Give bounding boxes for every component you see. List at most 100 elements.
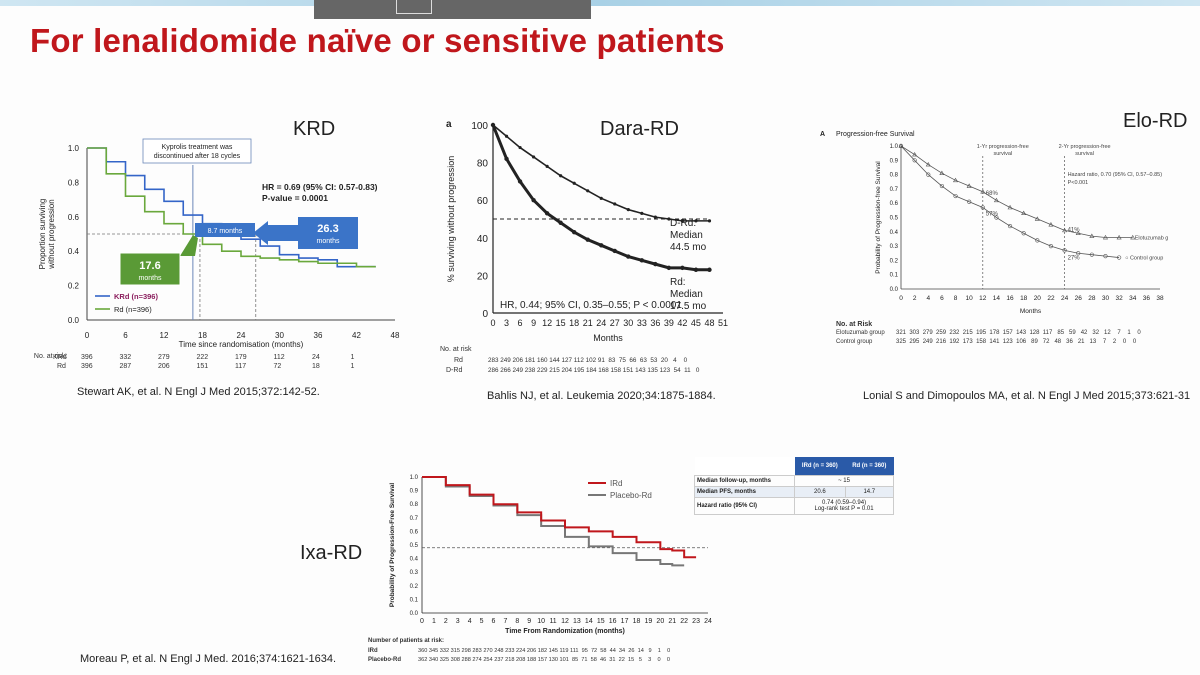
dara-point-rd [639, 258, 645, 263]
krd-y-tick-label: 0.2 [68, 282, 80, 291]
dara-point-drd [707, 219, 712, 223]
elo-x-tick-label: 20 [1034, 295, 1042, 302]
krd-risk-value-krd: 1 [350, 354, 355, 361]
krd-risk-value-krd: 222 [196, 354, 209, 361]
ixa-table-col-rd: Rd (n = 360) [845, 457, 894, 476]
dara-risk-header: No. at risk [440, 346, 472, 353]
dara-point-rd [612, 248, 617, 254]
ixa-x-tick-label: 12 [561, 618, 569, 625]
ixa-y-tick-label: 0.6 [410, 529, 419, 535]
dara-point-rd [544, 211, 550, 216]
elo-citation: Lonial S and Dimopoulos MA, et al. N Eng… [863, 390, 1191, 402]
krd-risk-value-rd: 206 [158, 363, 170, 370]
dara-point-rd [666, 265, 672, 271]
dara-x-tick-label: 18 [569, 318, 579, 328]
elo-point-ctrl [898, 143, 904, 149]
ixa-x-tick-label: 8 [515, 618, 519, 625]
elo-point-ctrl [926, 172, 931, 177]
ixa-x-tick-label: 10 [537, 618, 545, 625]
krd-risk-table: No. at risk: [30, 343, 67, 361]
elo-point-elo [1021, 210, 1027, 216]
dara-x-tick-label: 21 [583, 318, 593, 328]
ixa-table-row-hr-value: 0.74 (0.59–0.94) Log-rank test P = 0.01 [794, 497, 894, 515]
presenter-toolbar[interactable] [314, 0, 591, 19]
ixa-x-tick-label: 4 [468, 618, 472, 625]
krd-median-rd-value: 17.6 [139, 260, 160, 272]
krd-callout-line1: Kyprolis treatment was [162, 144, 233, 151]
elo-y-tick-label: 1.0 [890, 144, 899, 150]
dara-y-tick-label: 80 [477, 159, 489, 170]
ixa-y-tick-label: 0.5 [410, 543, 419, 549]
elo-subtitle: Progression-free Survival [836, 131, 915, 138]
elo-point-elo [966, 183, 972, 188]
ixa-y-tick-label: 0.0 [410, 611, 419, 617]
elo-point-ctrl [1062, 248, 1067, 253]
ixa-citation: Moreau P, et al. N Engl J Med. 2016;374:… [80, 653, 337, 665]
elo-x-tick-label: 26 [1075, 295, 1083, 302]
dara-y-tick-label: 100 [471, 121, 488, 132]
ixa-table-corner [694, 457, 795, 476]
ixa-risk-label-ird: IRd [368, 648, 378, 654]
slide-top-accent [0, 0, 1200, 6]
dara-point-drd [613, 202, 617, 206]
dara-risk-row-drd: 286 266 249 238 229 215 204 195 184 168 … [488, 367, 700, 374]
dara-y-tick-label: 60 [477, 196, 489, 207]
dara-point-drd [694, 219, 698, 223]
dara-point-rd [653, 261, 658, 267]
krd-risk-value-krd: 396 [81, 354, 93, 361]
krd-p-text: P-value = 0.0001 [262, 193, 328, 203]
dara-drd-label: D-Rd: [670, 218, 696, 229]
ixa-x-tick-label: 18 [633, 618, 641, 625]
krd-risk-value-rd: 1 [350, 363, 355, 370]
ixa-legend-placebo: Placebo-Rd [610, 491, 652, 500]
elo-point-ctrl [1035, 238, 1040, 243]
krd-risk-value-rd: 396 [81, 363, 93, 370]
dara-point-rd [693, 267, 699, 272]
dara-y-tick-label: 20 [477, 271, 489, 282]
elo-point-elo [1048, 222, 1054, 227]
krd-y-axis-label-2: without progression [47, 199, 56, 269]
krd-callout-box [142, 138, 252, 164]
ixa-y-tick-label: 0.1 [410, 597, 419, 603]
ixa-hr-test: Log-rank test P = 0.01 [814, 506, 874, 512]
elo-risk-label-ctrl: Control group [836, 339, 873, 345]
ixa-risk-row-ird: 360 345 332 315 298 283 270 248 233 224 … [418, 648, 671, 654]
panel-label-krd: KRD [293, 118, 336, 140]
dara-point-rd [571, 229, 577, 235]
dara-x-tick-label: 42 [677, 318, 687, 328]
krd-x-tick-label: 0 [85, 331, 90, 340]
dara-x-tick-label: 48 [704, 318, 714, 328]
krd-median-rd-badge [119, 252, 181, 286]
elo-x-tick-label: 16 [1006, 295, 1014, 302]
krd-gap-text: 8.7 months [208, 228, 243, 235]
elo-y-tick-label: 0.3 [890, 244, 899, 250]
ixa-y-tick-label: 0.4 [410, 557, 419, 563]
toolbar-button[interactable] [396, 0, 432, 14]
elo-point-ctrl [967, 199, 972, 204]
dara-point-drd [518, 145, 522, 150]
krd-median-rd-arrow [180, 235, 198, 256]
elo-risk-row-elo: 321 303 279 259 232 215 195 178 157 143 … [896, 330, 1141, 336]
dara-x-tick-label: 24 [596, 318, 606, 328]
elo-y-tick-label: 0.5 [890, 216, 899, 222]
elo-point-elo [939, 170, 945, 175]
dara-x-tick-label: 39 [664, 318, 674, 328]
ixa-y-tick-label: 1.0 [410, 475, 419, 481]
ixa-x-axis-label: Time From Randomization (months) [505, 628, 625, 635]
elo-point-elo [1130, 234, 1136, 240]
krd-y-tick-label: 0.0 [68, 316, 80, 325]
ixa-x-tick-label: 3 [456, 618, 460, 625]
krd-risk-value-rd: 72 [273, 363, 282, 370]
elo-x-tick-label: 32 [1115, 295, 1123, 302]
ixa-x-tick-label: 9 [527, 618, 531, 625]
ixa-table-row-followup-label: Median follow-up, months [693, 475, 796, 487]
krd-median-rd-unit: months [139, 275, 162, 282]
dara-point-drd [640, 211, 644, 215]
dara-point-rd [558, 220, 563, 225]
elo-point-elo [1116, 234, 1122, 240]
ixa-risk-row-placebo: 362 340 325 308 288 274 254 237 218 208 … [418, 657, 670, 663]
krd-risk-value-rd: 117 [235, 363, 247, 370]
elo-group-label: Elotuzumab g [1135, 236, 1169, 242]
ixa-y-tick-label: 0.7 [410, 516, 419, 522]
dara-x-tick-label: 45 [691, 318, 701, 328]
